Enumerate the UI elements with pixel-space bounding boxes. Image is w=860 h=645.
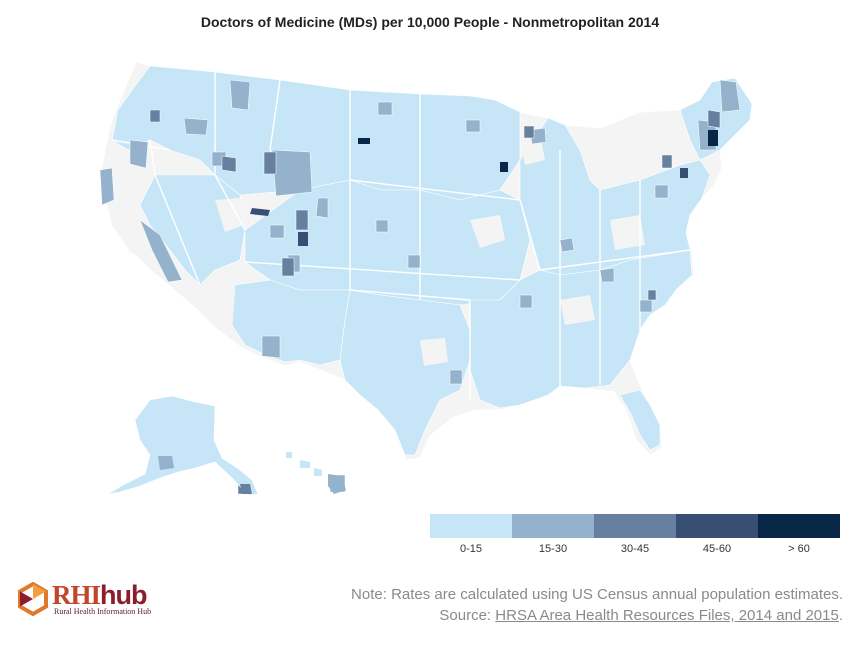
legend-label: 30-45 (620, 543, 650, 555)
legend-label: 45-60 (702, 543, 732, 555)
brand-main: RHI (52, 580, 101, 610)
metro-patches (105, 135, 645, 366)
legend-item: 15-30 (512, 514, 594, 558)
nonmetro-regions-15-30 (99, 79, 741, 493)
map-notes: Note: Rates are calculated using US Cens… (351, 584, 843, 626)
legend-item: > 60 (758, 514, 840, 558)
source-suffix: . (838, 607, 843, 624)
legend-swatch (512, 514, 594, 538)
legend-swatch (594, 514, 676, 538)
alaska (107, 395, 259, 496)
legend-item: 30-45 (594, 514, 676, 558)
brand-hub: hub (100, 580, 147, 610)
legend-label: 15-30 (538, 543, 568, 555)
source-link[interactable]: HRSA Area Health Resources Files, 2014 a… (495, 607, 839, 624)
color-legend: 0-15 15-30 30-45 45-60 > 60 (430, 514, 840, 558)
legend-swatch (676, 514, 758, 538)
rhihub-hexagon-icon (18, 582, 48, 616)
legend-swatch (430, 514, 512, 538)
rhihub-subtitle: Rural Health Information Hub (54, 607, 152, 616)
nonmetro-regions-over-60 (358, 130, 718, 172)
source-prefix: Source: (439, 607, 496, 624)
us-choropleth-map[interactable] (0, 40, 860, 510)
nonmetro-regions-0-15 (111, 65, 753, 456)
rhihub-brand: RHIhub (52, 580, 148, 611)
legend-item: 0-15 (430, 514, 512, 558)
rhihub-logo[interactable]: RHIhub Rural Health Information Hub (16, 580, 156, 620)
legend-label: > 60 (788, 543, 810, 555)
nonmetro-regions-45-60 (250, 168, 688, 246)
map-title: Doctors of Medicine (MDs) per 10,000 Peo… (200, 14, 660, 30)
source-line: Source: HRSA Area Health Resources Files… (351, 605, 843, 626)
note-line: Note: Rates are calculated using US Cens… (351, 586, 843, 603)
hawaii (286, 452, 346, 494)
legend-item: 45-60 (676, 514, 758, 558)
legend-swatch (758, 514, 840, 538)
legend-label: 0-15 (459, 543, 483, 555)
